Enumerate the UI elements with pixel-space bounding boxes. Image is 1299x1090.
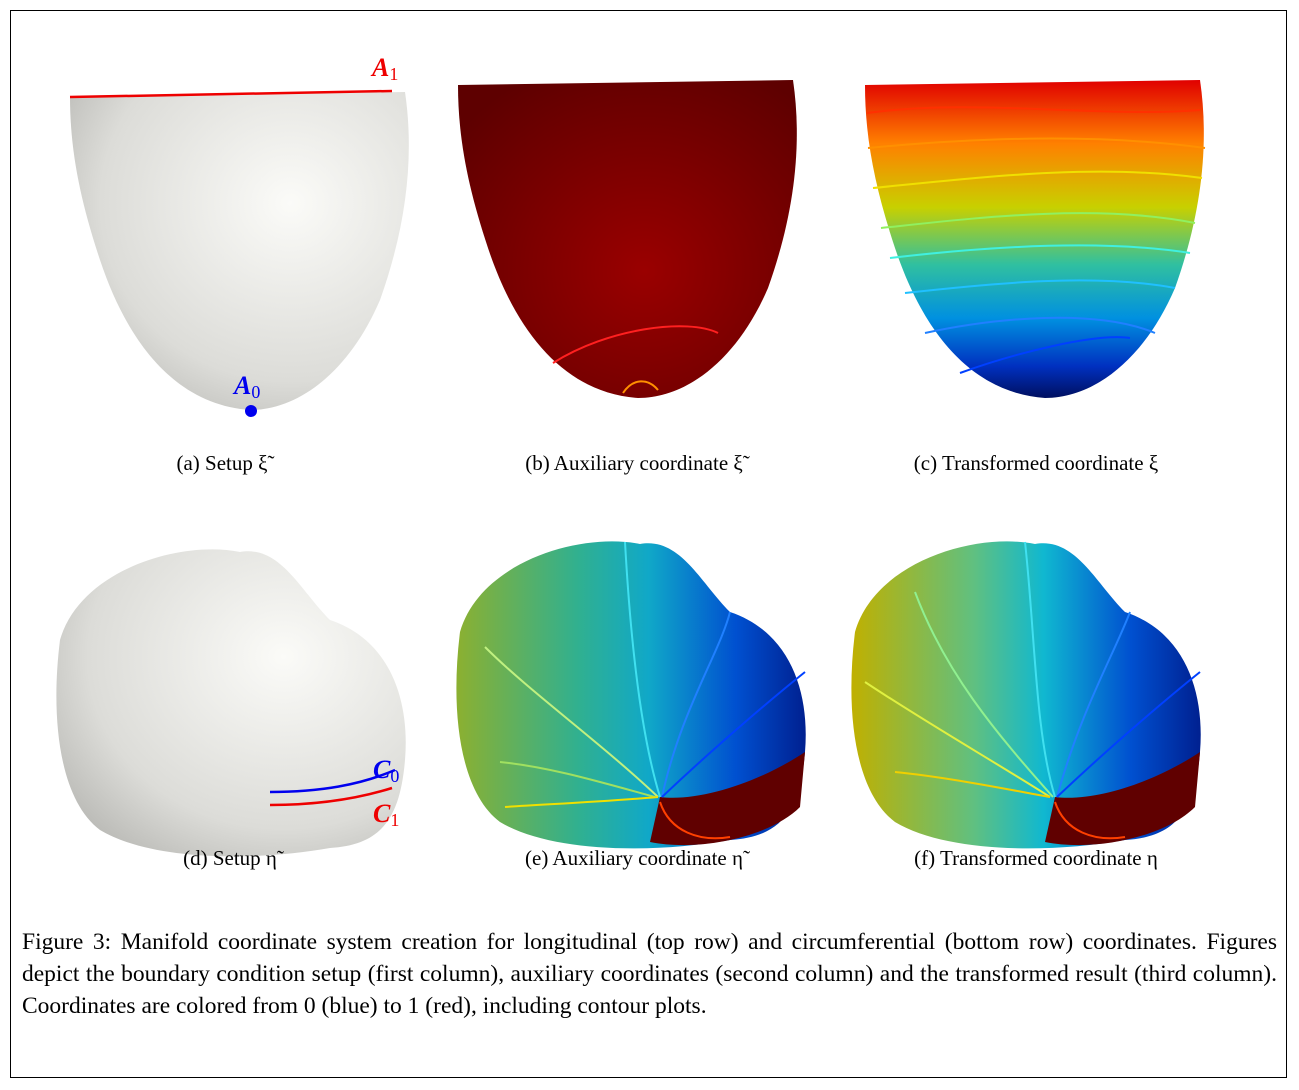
subcaption: (b) Auxiliary coordinate ξ̃ <box>525 451 750 475</box>
heart-aux <box>458 80 797 398</box>
lv-mesh <box>56 549 405 856</box>
subcaption: (e) Auxiliary coordinate η̃ <box>525 846 750 870</box>
subcaption: (f) Transformed coordinate η <box>914 846 1158 870</box>
lv-aux <box>456 541 805 848</box>
apex-point <box>245 405 257 417</box>
heart-mesh <box>70 92 409 410</box>
subcaption: (d) Setup η̃ <box>183 846 284 870</box>
heart-transformed <box>865 80 1205 398</box>
figure-caption: Figure 3: Manifold coordinate system cre… <box>22 926 1277 1022</box>
page: A1 A0 C0 C1 (a) Setup ξ̃ (b) Auxilia <box>0 0 1299 1090</box>
subcaption: (a) Setup ξ̃ <box>176 451 274 475</box>
lv-transformed <box>851 541 1200 848</box>
label-a1: A1 <box>370 53 398 84</box>
subcaption: (c) Transformed coordinate ξ <box>914 451 1158 475</box>
